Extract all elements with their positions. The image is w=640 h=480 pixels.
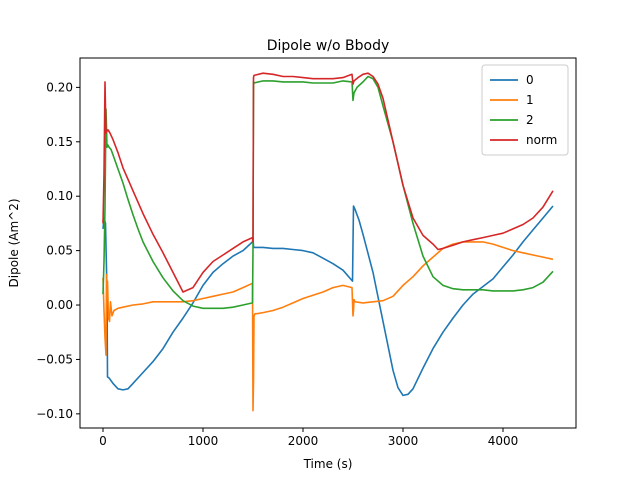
- y-tick-label: −0.10: [36, 407, 73, 421]
- series-line-2: [102, 75, 554, 310]
- y-tick-label: −0.05: [36, 352, 73, 366]
- x-tick-label: 4000: [488, 434, 519, 448]
- legend-label-norm: norm: [526, 133, 557, 147]
- legend-label-2: 2: [526, 113, 534, 127]
- series-layer: [102, 72, 554, 412]
- y-tick-label: 0.05: [46, 244, 73, 258]
- legend-label-0: 0: [526, 73, 534, 87]
- x-axis-label: Time (s): [303, 457, 353, 471]
- x-tick-label: 2000: [288, 434, 319, 448]
- x-tick-label: 0: [99, 434, 107, 448]
- legend-label-1: 1: [526, 93, 534, 107]
- plot-frame: [79, 57, 577, 429]
- series-line-norm: [102, 72, 554, 293]
- chart-title: Dipole w/o Bbody: [267, 38, 390, 54]
- series-line-0: [102, 205, 554, 397]
- legend-box: [481, 64, 569, 156]
- x-tick-label: 1000: [188, 434, 219, 448]
- y-tick-label: 0.10: [46, 189, 73, 203]
- y-tick-label: 0.20: [46, 80, 73, 94]
- y-tick-label: 0.15: [46, 135, 73, 149]
- y-axis-label: Dipole (Am^2): [7, 198, 21, 287]
- x-axis-ticks: 0 1000 2000 3000 4000: [99, 428, 518, 448]
- y-tick-label: 0.00: [46, 298, 73, 312]
- x-tick-label: 3000: [388, 434, 419, 448]
- y-axis-ticks: −0.10 −0.05 0.00 0.05 0.10 0.15 0.20: [36, 80, 80, 421]
- legend: 0 1 2 norm: [481, 64, 569, 156]
